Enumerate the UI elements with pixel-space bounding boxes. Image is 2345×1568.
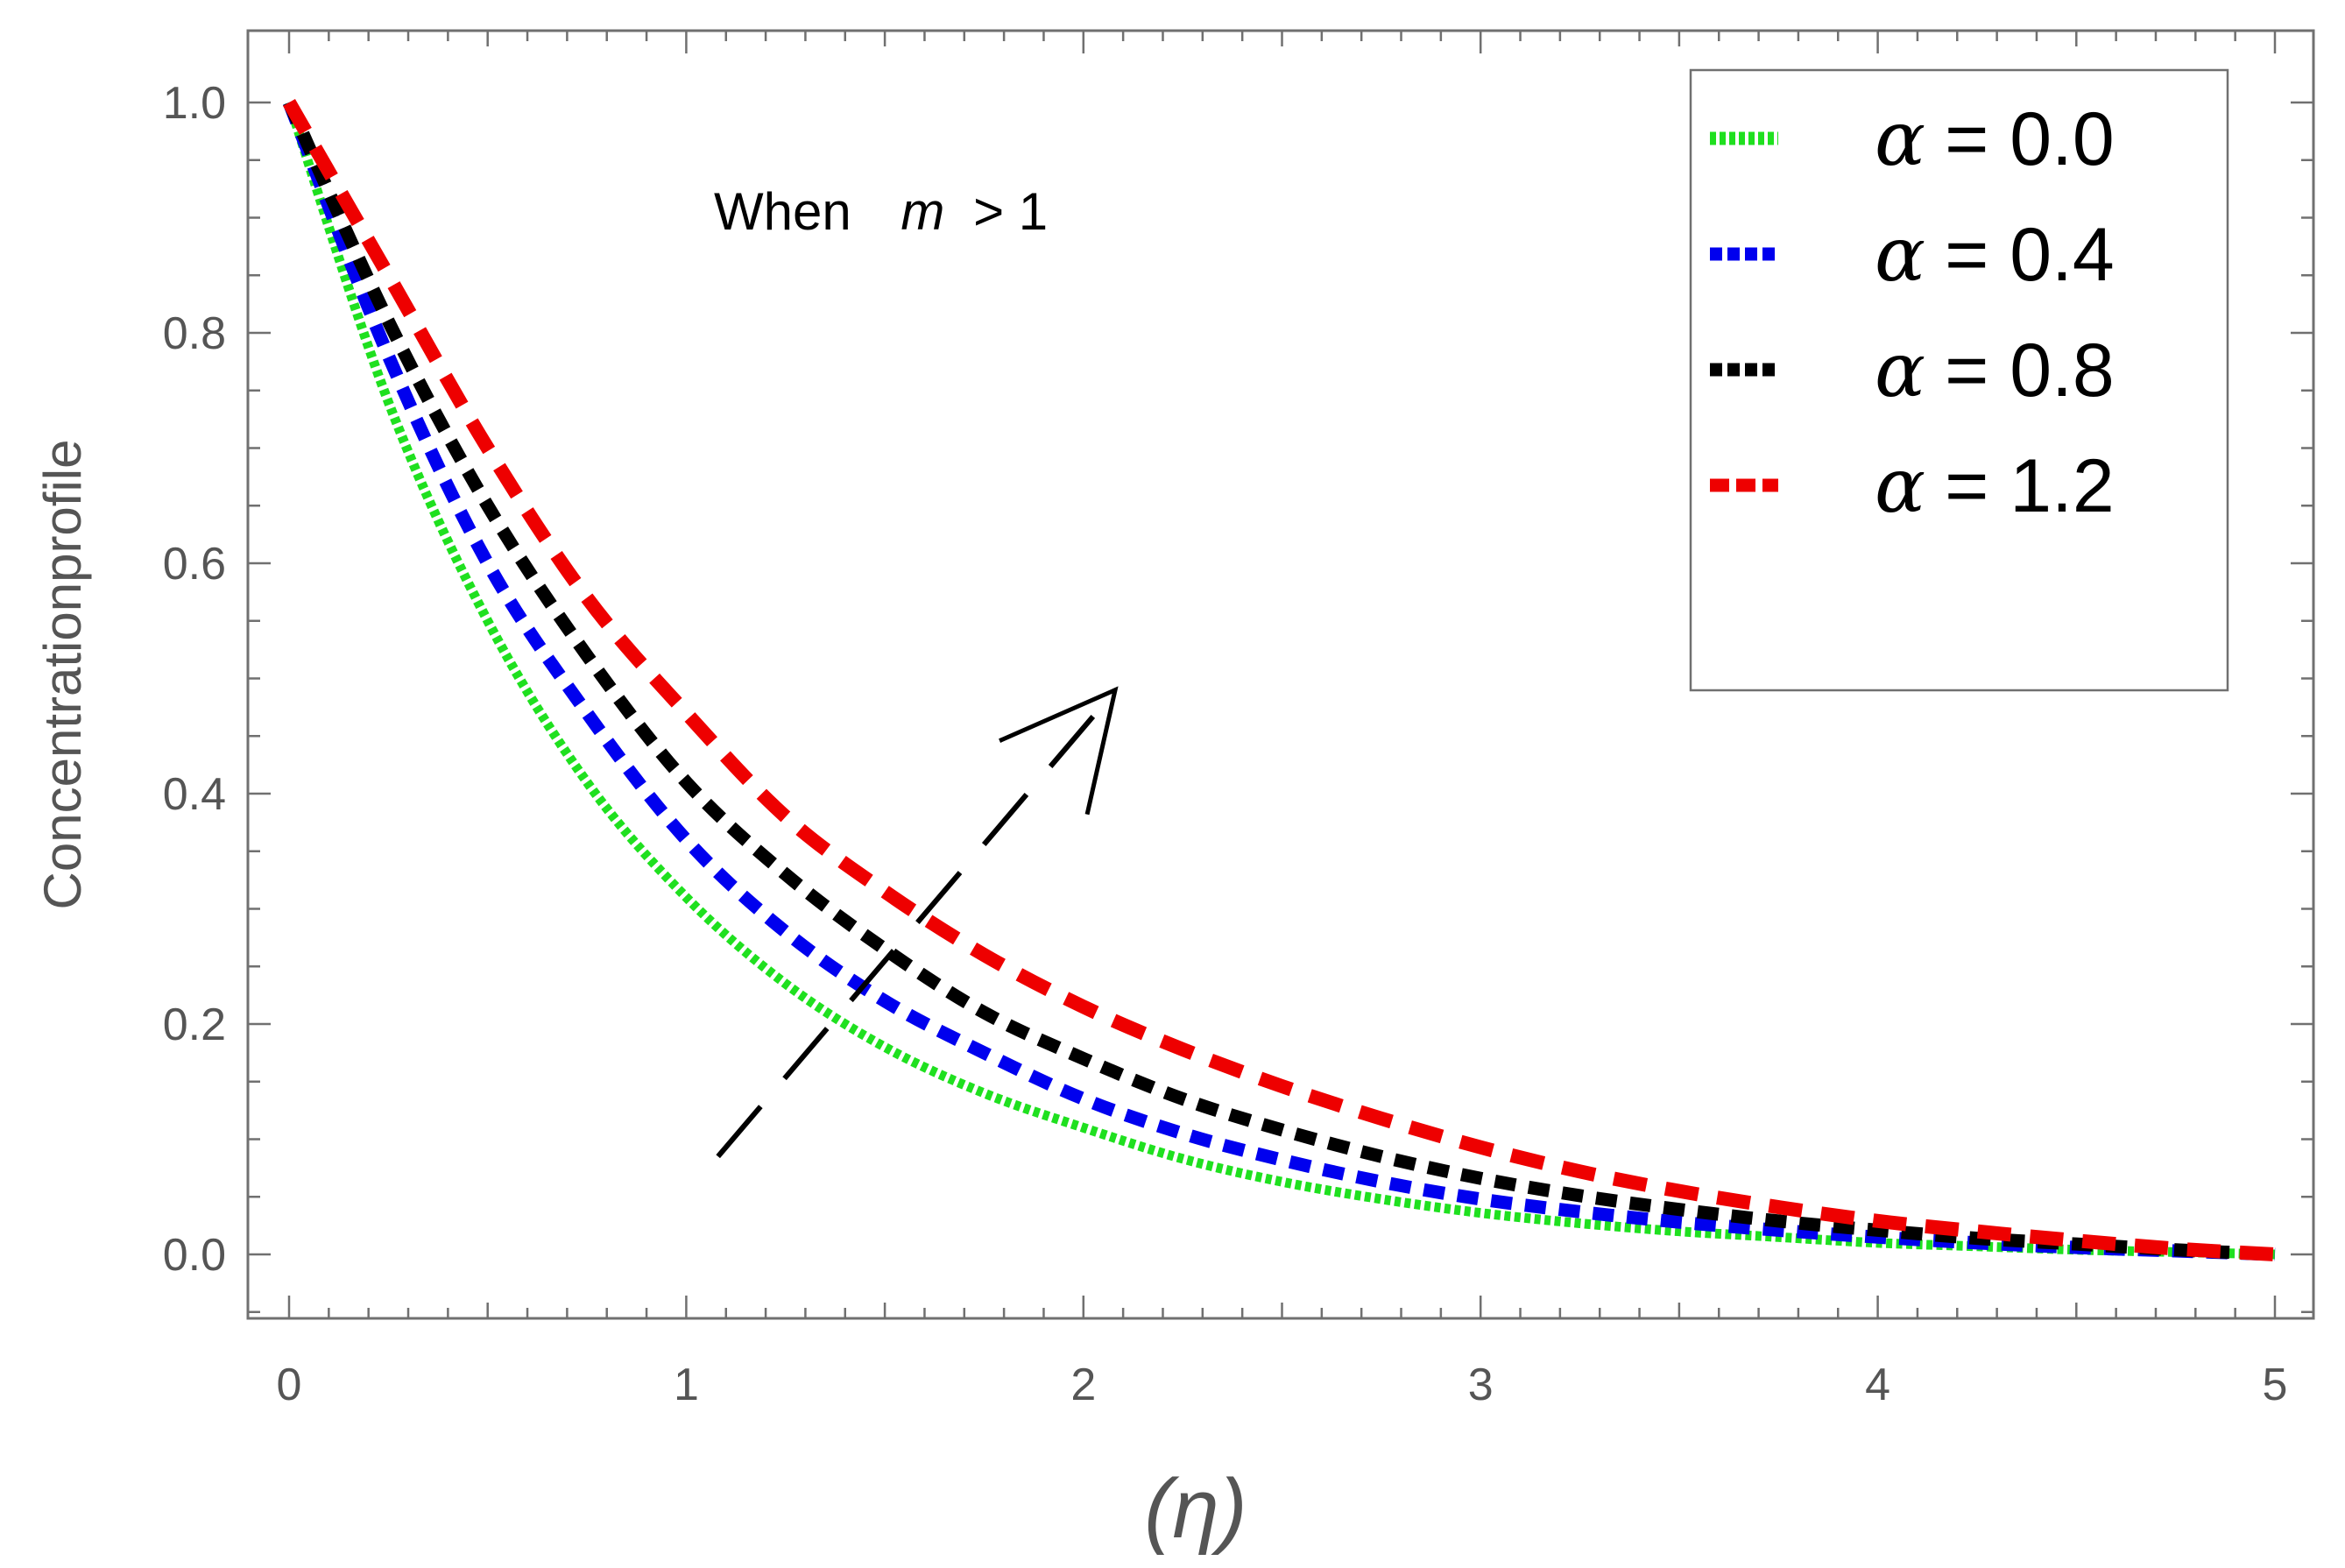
annotation-prefix: When xyxy=(714,182,851,241)
legend-label-1: α = 0.4 xyxy=(1875,211,2115,299)
legend-symbol: α xyxy=(1875,327,1925,414)
condition-annotation: When m > 1 xyxy=(714,182,1048,241)
y-tick-label: 0.6 xyxy=(163,539,226,590)
legend-label-2: α = 0.8 xyxy=(1875,327,2115,414)
x-axis-title: (η) xyxy=(1144,1462,1247,1556)
y-axis-title: Concentrationprofile xyxy=(33,440,92,910)
legend-value: = 1.2 xyxy=(1945,444,2115,528)
legend: α = 0.0α = 0.4α = 0.8α = 1.2 xyxy=(1710,95,2115,530)
legend-symbol: α xyxy=(1875,211,1925,299)
y-tick-labels: 0.0 0.2 0.4 0.6 0.8 1.0 xyxy=(163,78,226,1281)
legend-symbol: α xyxy=(1875,95,1925,183)
y-tick-label: 0.8 xyxy=(163,308,226,359)
legend-value: = 0.4 xyxy=(1945,213,2115,297)
y-tick-label: 0.0 xyxy=(163,1230,226,1281)
legend-symbol: α xyxy=(1875,442,1925,530)
series-layer xyxy=(283,99,2276,1261)
x-tick-label: 1 xyxy=(674,1360,699,1410)
legend-box xyxy=(1689,68,2229,692)
legend-value: = 0.8 xyxy=(1945,328,2115,413)
legend-label-3: α = 1.2 xyxy=(1875,442,2115,530)
legend-value: = 0.0 xyxy=(1945,97,2115,181)
x-tick-labels: 0 1 2 3 4 5 xyxy=(277,1360,2288,1410)
annotation-variable: m xyxy=(901,182,944,241)
series-line-3 xyxy=(283,99,2276,1261)
series-line-2 xyxy=(283,99,2276,1261)
trend-arrow xyxy=(716,686,1119,1159)
x-tick-label: 4 xyxy=(1865,1360,1890,1410)
x-tick-label: 2 xyxy=(1070,1360,1096,1410)
plot-frame xyxy=(246,29,2315,1320)
y-tick-label: 0.4 xyxy=(163,769,226,820)
legend-label-0: α = 0.0 xyxy=(1875,95,2115,183)
y-tick-label: 1.0 xyxy=(163,78,226,129)
axis-ticks xyxy=(248,31,2313,1318)
annotation-suffix: > 1 xyxy=(973,182,1048,241)
x-tick-label: 3 xyxy=(1468,1360,1494,1410)
y-tick-label: 0.2 xyxy=(163,999,226,1050)
x-tick-label: 5 xyxy=(2263,1360,2288,1410)
trend-arrow-head xyxy=(999,686,1119,816)
x-tick-label: 0 xyxy=(277,1360,302,1410)
